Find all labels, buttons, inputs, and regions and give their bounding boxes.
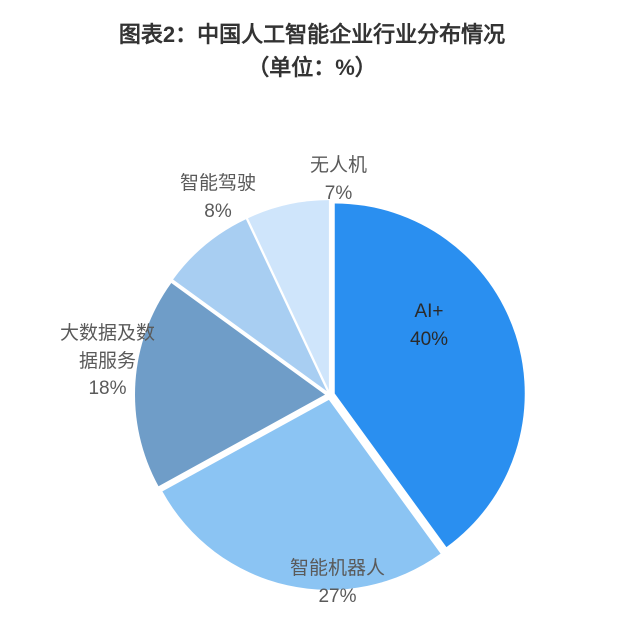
slice-label: 智能机器人 27% (290, 555, 385, 610)
slice-label: 无人机 7% (310, 152, 367, 207)
slice-label: 智能驾驶 8% (180, 170, 256, 225)
chart-container: { "chart": { "type": "pie", "title_line1… (0, 0, 624, 637)
slice-label: AI+ 40% (410, 298, 448, 353)
pie-chart (0, 0, 624, 637)
slice-label: 大数据及数 据服务 18% (60, 320, 155, 403)
